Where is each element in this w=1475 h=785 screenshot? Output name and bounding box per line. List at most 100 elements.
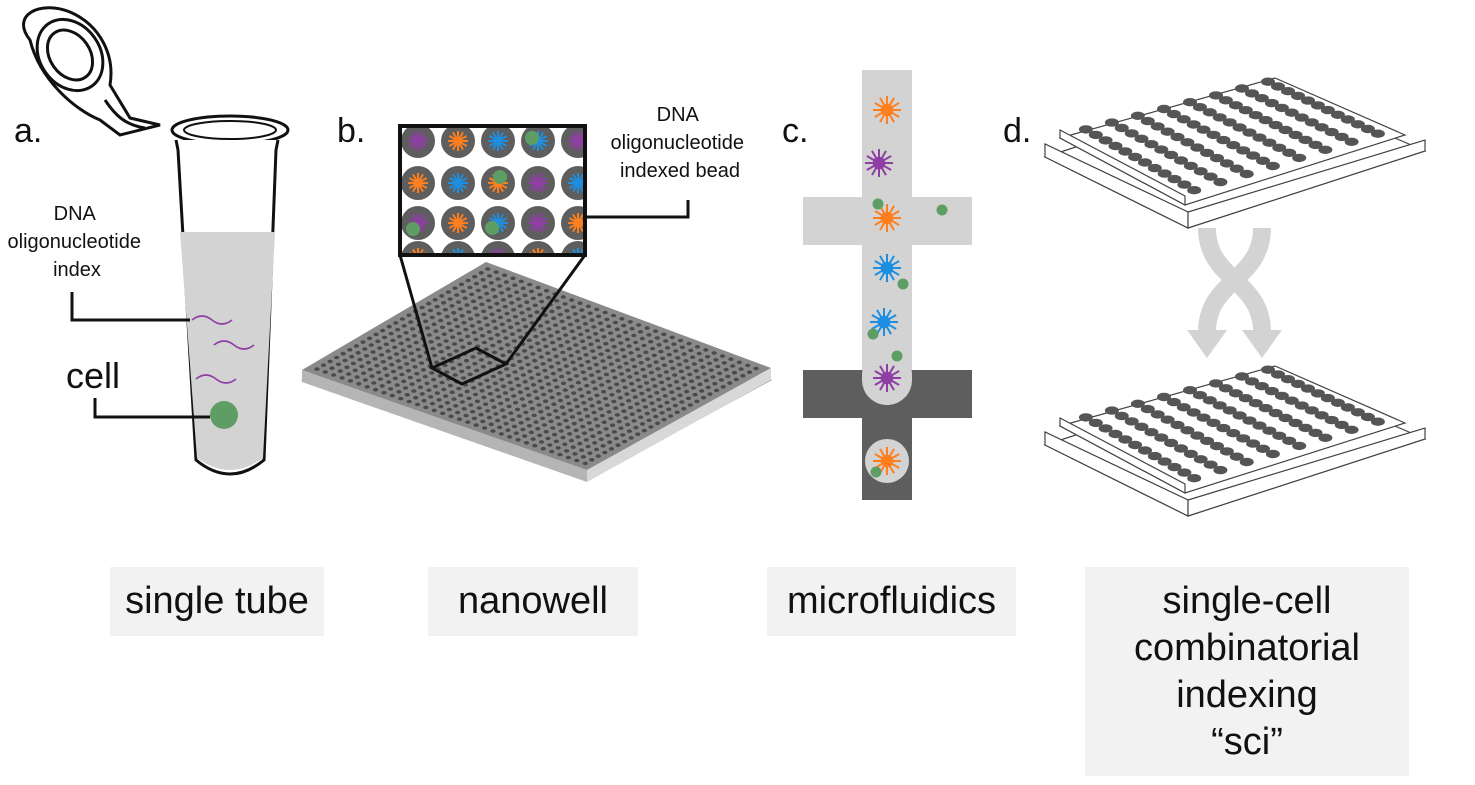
nanowell-dot [642, 374, 648, 379]
nanowell-dot [552, 323, 559, 328]
nanowell-dot [599, 383, 605, 387]
nanowell-dot [378, 353, 385, 357]
nanowell-dot [641, 428, 647, 433]
nanowell-dot [502, 391, 509, 395]
panel-d-letter: d. [1003, 112, 1031, 150]
nanowell-dot [484, 323, 490, 327]
nanowell-dot [552, 378, 558, 383]
nanowell-dot [376, 370, 382, 375]
nanowell-dot [542, 368, 548, 373]
nanowell-dot [705, 385, 711, 390]
nanowell-dot [652, 384, 658, 388]
nanowell-dot [579, 394, 585, 398]
nanowell-dot [562, 442, 568, 447]
indexed-bead-icon [873, 204, 901, 232]
nanowell-dot [646, 418, 652, 423]
indexed-bead-icon [870, 308, 898, 336]
nanowell-dot [540, 362, 546, 366]
plate-well [1308, 428, 1323, 438]
nanowell-dot [442, 307, 448, 312]
plate-well [1334, 132, 1349, 142]
caption-nanowell: nanowell [428, 567, 638, 636]
nanowell-dot [554, 385, 560, 389]
nanowell-dot [423, 405, 429, 410]
nanowell-dot [482, 284, 488, 289]
nanowell-dot [604, 317, 610, 322]
nanowell-dot [472, 274, 478, 279]
nanowell-dot [700, 365, 706, 369]
nanowell-dot [541, 392, 547, 397]
nanowell-dot [669, 335, 675, 340]
channel-beads [865, 96, 948, 478]
plate-well [1274, 391, 1289, 401]
nanowell-dot [334, 355, 340, 360]
nanowell-dot [705, 354, 711, 359]
nanowell-dot [474, 313, 480, 317]
nanowell-dot [530, 352, 536, 356]
cell-icon [210, 401, 238, 429]
plate-well [1216, 135, 1231, 145]
nanowell-dot [544, 375, 550, 380]
nanowell-dot [515, 297, 522, 301]
indexed-bead-icon [408, 173, 428, 193]
caption-single-tube-text: single tube [125, 580, 309, 622]
nanowell-dot [493, 412, 499, 416]
plate-well [1140, 116, 1155, 126]
nanowell-dot [360, 340, 366, 344]
plate-well [1124, 417, 1139, 426]
nanowell-dot [633, 425, 639, 430]
panel-a: a. DNA oligonucleotide index [8, 6, 290, 476]
plate-well [1245, 377, 1259, 386]
nanowell-dot [400, 348, 406, 353]
nanowell-dot [684, 389, 690, 394]
nanowell-dot [663, 370, 669, 374]
nanowell-dot [355, 351, 361, 355]
nanowell-dot [405, 337, 411, 342]
nanowell-dot [470, 299, 477, 304]
nanowell-dot [580, 370, 586, 375]
plate-well [1308, 140, 1323, 150]
nanowell-dot [593, 447, 600, 452]
nanowell-dot [605, 433, 611, 438]
nanowell-dot [615, 389, 622, 393]
nanowell-dot [531, 383, 537, 387]
nanowell-dot [456, 386, 462, 391]
nanowell-dot [565, 455, 572, 460]
nanowell-dot [471, 416, 477, 421]
arrow-head-left-icon [1187, 330, 1227, 358]
nanowell-dot [458, 282, 465, 287]
nanowell-dot [361, 371, 367, 376]
nanowell-dot [733, 377, 739, 382]
nanowell-dot [518, 366, 525, 371]
nanowell-dot [540, 446, 546, 451]
plate-well [1154, 145, 1169, 154]
nanowell-dot [514, 407, 521, 412]
nanowell-dot [467, 372, 473, 377]
plate-well [1291, 379, 1305, 389]
nanowell-dot [584, 328, 590, 333]
nanowell-dot [717, 371, 723, 376]
nanowell-dot [533, 365, 540, 370]
nanowell-dot [472, 392, 479, 397]
nanowell-dot [516, 328, 522, 333]
nanowell-dot [679, 400, 685, 404]
nanowell-dot [396, 334, 402, 339]
plate-well [1130, 399, 1145, 408]
nanowell-dot [529, 376, 535, 380]
nanowell-dot [481, 395, 487, 400]
nanowell-dot [539, 299, 545, 304]
plate-well [1157, 392, 1171, 402]
nanowell-dot [484, 291, 490, 296]
nanowell-dot [557, 398, 564, 403]
nanowell-dot [619, 402, 625, 407]
nanowell-dot [632, 395, 638, 399]
nanowell-dot [506, 349, 513, 354]
nanowell-dot [386, 380, 392, 384]
plate-well [1186, 408, 1201, 417]
nanowell-dot [350, 361, 356, 366]
plate-well [1245, 89, 1259, 98]
nanowell-dot [457, 362, 463, 367]
plate-well [1370, 417, 1385, 426]
nanowell-dot [585, 359, 591, 364]
nanowell-dot [633, 371, 640, 376]
